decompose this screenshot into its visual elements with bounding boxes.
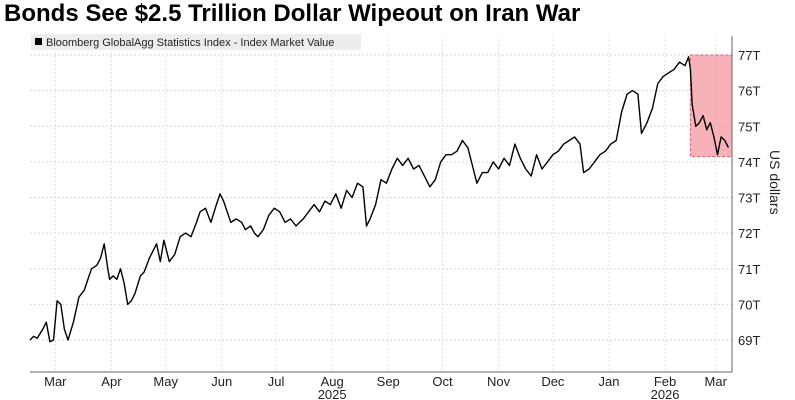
y-tick-label: 75T	[738, 119, 760, 134]
x-tick-label: Sep	[377, 374, 400, 389]
x-tick-label: Feb	[654, 374, 676, 389]
y-axis: 69T 70T 71T 72T 73T 74T 75T 76T 77T US dollars	[731, 36, 783, 372]
y-tick-label: 69T	[738, 333, 760, 348]
y-tick-label: 76T	[738, 84, 760, 99]
x-tick-label: Mar	[44, 374, 67, 389]
y-axis-label: US dollars	[767, 150, 783, 215]
legend-box	[31, 34, 361, 50]
x-tick-label: Apr	[101, 374, 122, 389]
y-tick-label: 73T	[738, 191, 760, 206]
legend-swatch	[35, 38, 42, 45]
y-tick-label: 70T	[738, 297, 760, 312]
x-axis: Mar Apr May Jun Jul Aug Sep Oct Nov Dec Jan Feb Mar 2…	[30, 371, 732, 400]
x-tick-label: Dec	[541, 374, 565, 389]
legend-label: Bloomberg GlobalAgg Statistics Index - I…	[46, 37, 334, 49]
x-tick-label: Jun	[211, 374, 232, 389]
series-layer	[29, 56, 730, 343]
x-year-label: 2026	[651, 387, 680, 400]
gridlines	[30, 36, 732, 372]
x-year-label: 2025	[318, 387, 347, 400]
x-tick-label: Jul	[268, 374, 285, 389]
chart-title: Bonds See $2.5 Trillion Dollar Wipeout o…	[4, 0, 581, 27]
highlight-region	[689, 54, 733, 158]
x-tick-label: Oct	[432, 374, 453, 389]
y-tick-label: 77T	[738, 48, 760, 63]
x-tick-label: May	[153, 374, 178, 389]
x-tick-label: Nov	[487, 374, 511, 389]
y-tick-label: 74T	[738, 155, 760, 170]
legend: Bloomberg GlobalAgg Statistics Index - I…	[31, 34, 361, 50]
x-tick-label: Jan	[598, 374, 619, 389]
x-tick-label: Mar	[705, 374, 728, 389]
y-tick-label: 72T	[738, 226, 760, 241]
x-tick-label: Aug	[321, 374, 344, 389]
series-line	[29, 56, 730, 343]
highlight-box	[689, 54, 733, 158]
y-tick-label: 71T	[738, 262, 760, 277]
